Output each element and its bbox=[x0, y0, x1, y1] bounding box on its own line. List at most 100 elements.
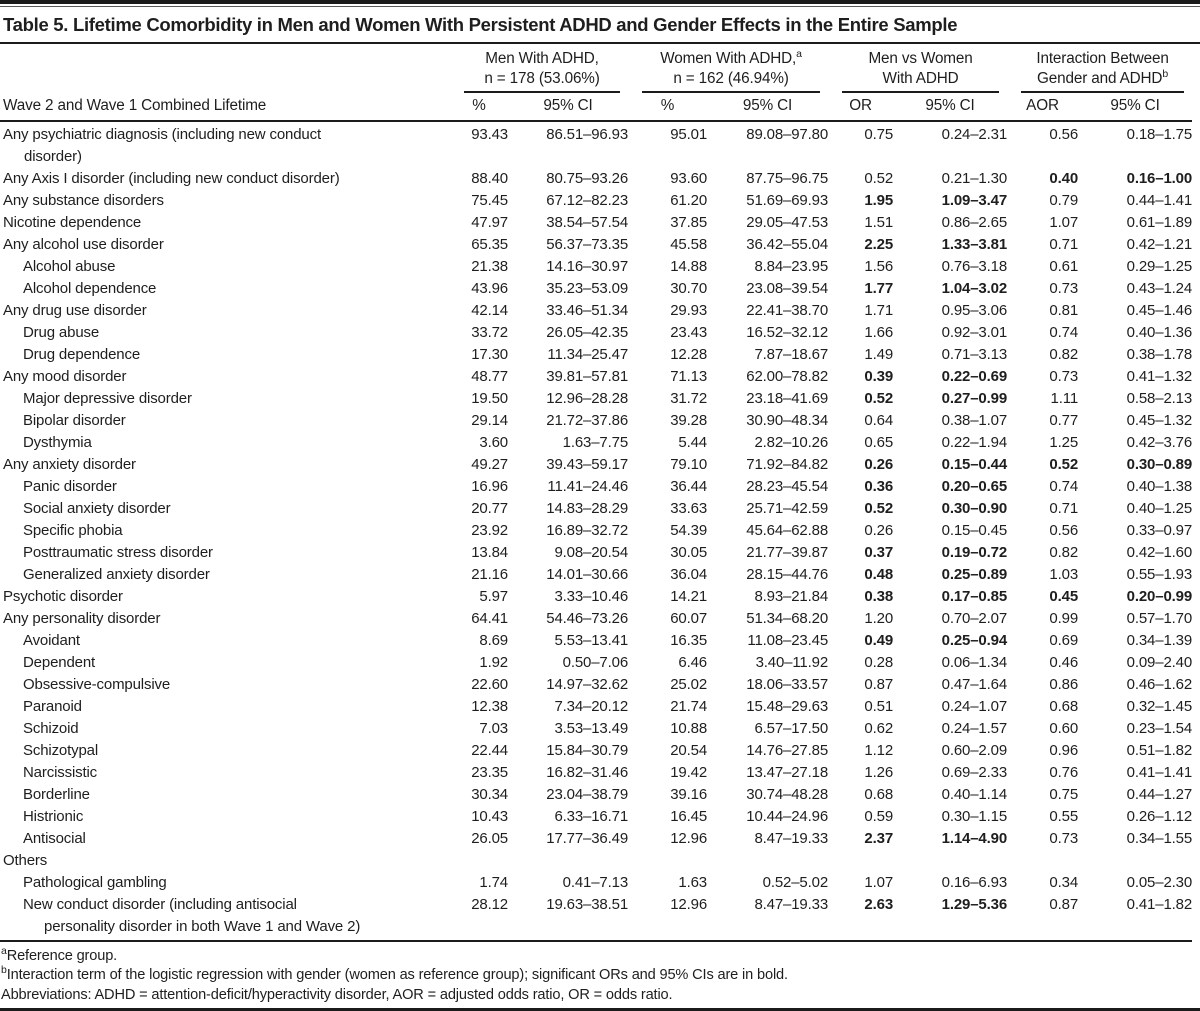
women-pct: 39.16 bbox=[670, 786, 708, 803]
men-ci: 16.82–31.46 bbox=[546, 764, 629, 781]
men-pct: 13.84 bbox=[471, 544, 508, 561]
group-label: n = 162 (46.94%) bbox=[673, 70, 789, 87]
men-ci: 21.72–37.86 bbox=[546, 412, 629, 429]
men-ci: 23.04–38.79 bbox=[546, 786, 629, 803]
or-ci: 1.29–5.36 bbox=[893, 894, 1007, 942]
row-label: Any psychiatric diagnosis (including new… bbox=[3, 126, 321, 165]
row-label: Others bbox=[3, 852, 48, 869]
aor: 0.45 bbox=[1049, 588, 1079, 605]
or-ci: 0.22–0.69 bbox=[941, 368, 1008, 385]
men-pct: 19.50 bbox=[471, 390, 508, 407]
col-group-women-adhd: Women With ADHD,a n = 162 (46.94%) bbox=[628, 44, 828, 93]
table-row: Others bbox=[0, 850, 1192, 872]
men-ci: 0.41–7.13 bbox=[562, 874, 629, 891]
comorbidity-table: Wave 2 and Wave 1 Combined Lifetime Men … bbox=[0, 44, 1192, 942]
or: 0.51 bbox=[864, 698, 894, 715]
men-pct: 88.40 bbox=[471, 170, 508, 187]
aor-ci: 0.16–1.00 bbox=[1126, 170, 1193, 187]
men-pct: 42.14 bbox=[471, 302, 508, 319]
women-pct: 23.43 bbox=[670, 324, 708, 341]
table-row: Schizotypal 22.44 15.84–30.79 20.54 14.76–27… bbox=[0, 740, 1192, 762]
or: 1.26 bbox=[864, 764, 894, 781]
group-label: Women With ADHD, bbox=[660, 50, 797, 67]
men-pct: 5.97 bbox=[479, 588, 508, 605]
table-row: Dependent 1.92 0.50–7.06 6.46 3.40–11.92 0.28… bbox=[0, 652, 1192, 674]
row-label: Any substance disorders bbox=[3, 192, 164, 209]
men-ci: 39.81–57.81 bbox=[546, 368, 629, 385]
men-ci: 86.51–96.93 bbox=[546, 126, 629, 143]
row-label: Panic disorder bbox=[23, 478, 117, 495]
aor: 0.73 bbox=[1049, 280, 1079, 297]
or: 1.12 bbox=[864, 742, 894, 759]
women-pct: 21.74 bbox=[670, 698, 708, 715]
men-ci bbox=[508, 850, 628, 872]
aor-ci: 0.09–2.40 bbox=[1126, 654, 1193, 671]
or: 0.87 bbox=[864, 676, 894, 693]
row-label: Any mood disorder bbox=[3, 368, 127, 385]
table-row: Pathological gambling 1.74 0.41–7.13 1.63 0.… bbox=[0, 872, 1192, 894]
men-ci: 3.33–10.46 bbox=[554, 588, 629, 605]
aor: 0.87 bbox=[1007, 894, 1078, 942]
row-label: Any personality disorder bbox=[3, 610, 161, 627]
women-pct: 79.10 bbox=[670, 456, 708, 473]
men-pct: 7.03 bbox=[479, 720, 508, 737]
women-ci: 30.90–48.34 bbox=[746, 412, 829, 429]
or-ci: 0.19–0.72 bbox=[941, 544, 1008, 561]
men-pct: 22.44 bbox=[471, 742, 508, 759]
aor-ci: 0.57–1.70 bbox=[1126, 610, 1193, 627]
or-ci: 0.76–3.18 bbox=[941, 258, 1008, 275]
aor: 1.25 bbox=[1049, 434, 1079, 451]
aor: 0.71 bbox=[1049, 500, 1079, 517]
men-pct: 64.41 bbox=[471, 610, 508, 627]
subheader-men-ci: 95% CI bbox=[508, 93, 629, 122]
row-label: Posttraumatic stress disorder bbox=[23, 544, 213, 561]
or: 0.39 bbox=[864, 368, 894, 385]
aor-ci bbox=[1078, 850, 1192, 872]
women-ci: 14.76–27.85 bbox=[746, 742, 829, 759]
or: 0.26 bbox=[864, 522, 894, 539]
table-row: Antisocial 26.05 17.77–36.49 12.96 8.47–19.3… bbox=[0, 828, 1192, 850]
aor-ci: 0.44–1.41 bbox=[1126, 192, 1193, 209]
men-pct: 43.96 bbox=[471, 280, 508, 297]
aor: 0.79 bbox=[1049, 192, 1079, 209]
footnote-superscript: a bbox=[1, 945, 7, 958]
or: 1.20 bbox=[864, 610, 894, 627]
table-row: Social anxiety disorder 20.77 14.83–28.29 3… bbox=[0, 498, 1192, 520]
aor-ci: 0.26–1.12 bbox=[1126, 808, 1193, 825]
men-pct: 23.35 bbox=[471, 764, 508, 781]
aor: 0.76 bbox=[1049, 764, 1079, 781]
men-pct: 10.43 bbox=[471, 808, 508, 825]
or: 0.28 bbox=[864, 654, 894, 671]
women-pct: 30.05 bbox=[670, 544, 708, 561]
aor-ci: 0.42–1.21 bbox=[1126, 236, 1193, 253]
aor: 0.56 bbox=[1049, 126, 1079, 143]
aor-ci: 0.42–3.76 bbox=[1126, 434, 1193, 451]
aor: 0.74 bbox=[1049, 478, 1079, 495]
women-pct: 95.01 bbox=[670, 126, 708, 143]
men-pct: 30.34 bbox=[471, 786, 508, 803]
or-ci: 0.15–0.45 bbox=[941, 522, 1008, 539]
group-label: Gender and ADHD bbox=[1037, 70, 1163, 87]
women-ci: 36.42–55.04 bbox=[746, 236, 829, 253]
aor-ci: 0.40–1.38 bbox=[1126, 478, 1193, 495]
row-label: Drug dependence bbox=[23, 346, 141, 363]
top-thin-rule bbox=[0, 6, 1200, 7]
aor: 0.99 bbox=[1049, 610, 1079, 627]
women-pct: 71.13 bbox=[670, 368, 708, 385]
aor: 0.82 bbox=[1049, 346, 1079, 363]
men-pct: 93.43 bbox=[471, 126, 508, 143]
aor: 0.61 bbox=[1049, 258, 1079, 275]
aor: 1.03 bbox=[1049, 566, 1079, 583]
aor-ci: 0.41–1.32 bbox=[1126, 368, 1193, 385]
aor: 0.56 bbox=[1049, 522, 1079, 539]
or: 0.64 bbox=[864, 412, 894, 429]
or-ci: 0.60–2.09 bbox=[941, 742, 1008, 759]
women-ci: 0.52–5.02 bbox=[762, 874, 829, 891]
men-pct: 21.16 bbox=[471, 566, 508, 583]
women-ci: 25.71–42.59 bbox=[746, 500, 829, 517]
aor: 1.07 bbox=[1049, 214, 1079, 231]
row-label: Bipolar disorder bbox=[23, 412, 126, 429]
table-title: Table 5. Lifetime Comorbidity in Men and… bbox=[0, 7, 1200, 44]
table-row: Schizoid 7.03 3.53–13.49 10.88 6.57–17.50 0.6… bbox=[0, 718, 1192, 740]
row-label: New conduct disorder (including antisoci… bbox=[0, 894, 450, 942]
